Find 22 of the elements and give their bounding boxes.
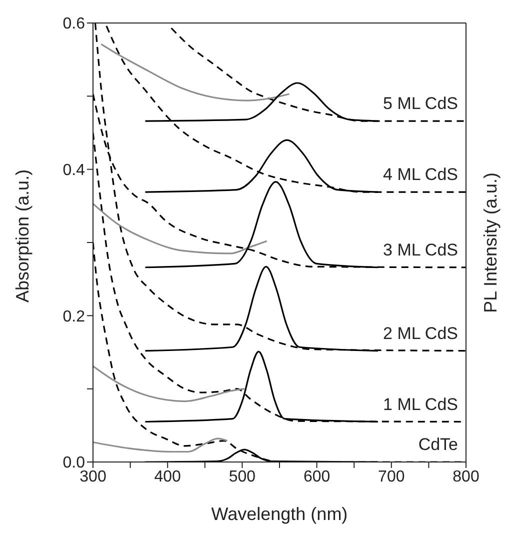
x-tick-label: 800 [452, 468, 480, 486]
y-axis-title: Absorption (a.u.) [12, 169, 32, 302]
line-series [100, 43, 290, 102]
y-tick-label: 0.4 [62, 162, 86, 180]
x-tick-label: 400 [154, 468, 182, 486]
annotation: 2 ML CdS [383, 324, 458, 343]
x-tick-label: 700 [378, 468, 405, 486]
y2-axis-title: PL Intensity (a.u.) [480, 172, 500, 313]
line-series [93, 438, 228, 453]
x-tick-label: 500 [228, 468, 256, 486]
annotation: 4 ML CdS [383, 165, 458, 184]
annotation: CdTe [418, 435, 458, 454]
annotation: 3 ML CdS [383, 240, 458, 260]
y-tick-label: 0.2 [62, 308, 86, 326]
line-series [93, 365, 246, 402]
annotation: 1 ML CdS [383, 394, 458, 414]
x-tick-label: 600 [303, 468, 330, 486]
line-series [106, 25, 466, 193]
x-axis-title: Wavelength (nm) [211, 504, 348, 524]
line-series [93, 202, 268, 254]
y-tick-label: 0.6 [62, 16, 86, 33]
annotation: 5 ML CdS [383, 94, 458, 114]
